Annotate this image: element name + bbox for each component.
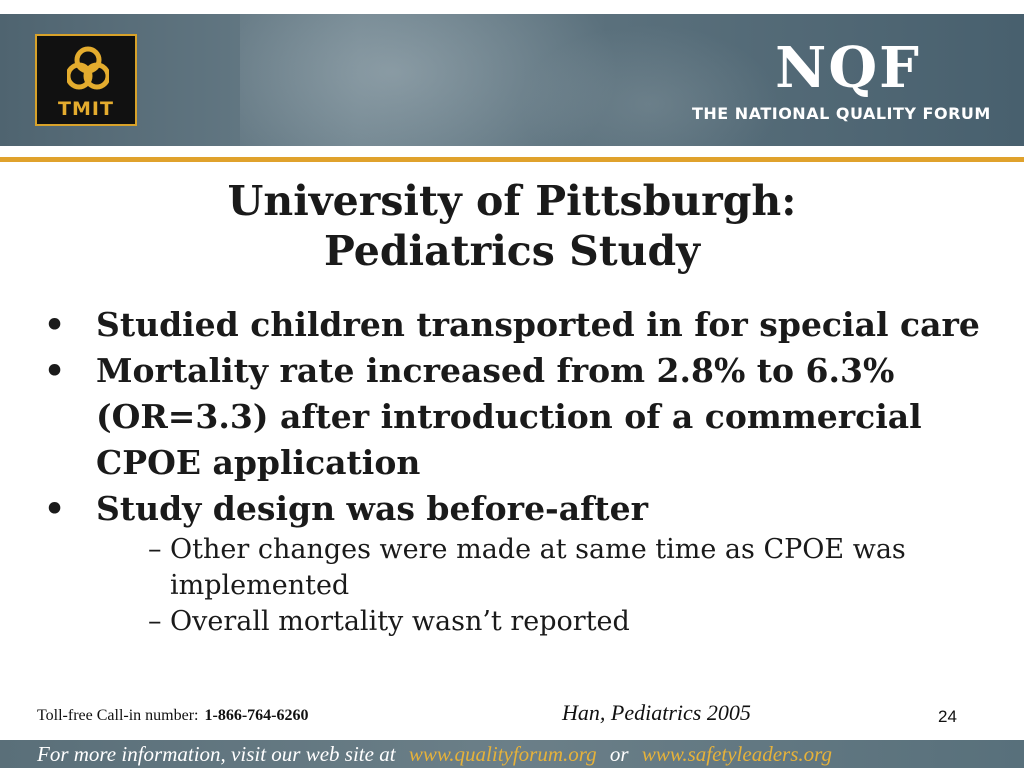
tmit-logo: TMIT bbox=[35, 34, 137, 126]
bullet-item: • Studied children transported in for sp… bbox=[44, 302, 1004, 348]
header-divider bbox=[0, 146, 1024, 162]
bullet-marker: • bbox=[44, 489, 66, 528]
bullet-marker: • bbox=[44, 351, 66, 390]
slide-title-line-2: Pediatrics Study bbox=[324, 227, 700, 275]
sub-bullet-text: Overall mortality wasn’t reported bbox=[170, 606, 630, 637]
tmit-knot-icon bbox=[67, 46, 109, 90]
page-number: 24 bbox=[938, 707, 957, 726]
sub-bullet-marker: – bbox=[148, 534, 162, 565]
tmit-logo-text: TMIT bbox=[58, 98, 114, 120]
footer-info-text: For more information, visit our web site… bbox=[37, 742, 396, 766]
footer-link-qualityforum[interactable]: www.qualityforum.org bbox=[408, 742, 597, 766]
footer-or-text: or bbox=[609, 742, 629, 766]
toll-free-label: Toll-free Call-in number: bbox=[37, 707, 199, 724]
citation: Han, Pediatrics 2005 bbox=[562, 700, 751, 725]
bullet-text: Mortality rate increased from 2.8% to 6.… bbox=[96, 351, 922, 482]
bullet-item: • Mortality rate increased from 2.8% to … bbox=[44, 348, 1004, 486]
bullet-text: Study design was before-after bbox=[96, 489, 648, 528]
sub-bullet-marker: – bbox=[148, 606, 162, 637]
sub-bullet-text: Other changes were made at same time as … bbox=[170, 534, 906, 601]
header-photo-overlay bbox=[240, 14, 620, 146]
toll-free-number: 1-866-764-6260 bbox=[204, 707, 309, 724]
slide-title-line-1: University of Pittsburgh: bbox=[227, 177, 797, 225]
toll-free-line: Toll-free Call-in number: 1-866-764-6260 bbox=[37, 707, 308, 725]
slide-title: University of Pittsburgh: Pediatrics Stu… bbox=[0, 176, 1024, 276]
bullet-list: • Studied children transported in for sp… bbox=[44, 302, 1004, 640]
nqf-logo-subtitle: The National Quality Forum bbox=[692, 104, 991, 123]
bullet-item: • Study design was before-after bbox=[44, 486, 1004, 532]
bullet-marker: • bbox=[44, 305, 66, 344]
header-banner bbox=[0, 14, 1024, 146]
footer-link-safetyleaders[interactable]: www.safetyleaders.org bbox=[641, 742, 833, 766]
footer-bar: For more information, visit our web site… bbox=[0, 740, 1024, 768]
header-photo-overlay-2 bbox=[520, 24, 780, 146]
sub-bullet-item: – Other changes were made at same time a… bbox=[44, 532, 1004, 604]
sub-bullet-item: – Overall mortality wasn’t reported bbox=[44, 604, 1004, 640]
bullet-text: Studied children transported in for spec… bbox=[96, 305, 980, 344]
nqf-logo: NQF bbox=[775, 35, 921, 101]
